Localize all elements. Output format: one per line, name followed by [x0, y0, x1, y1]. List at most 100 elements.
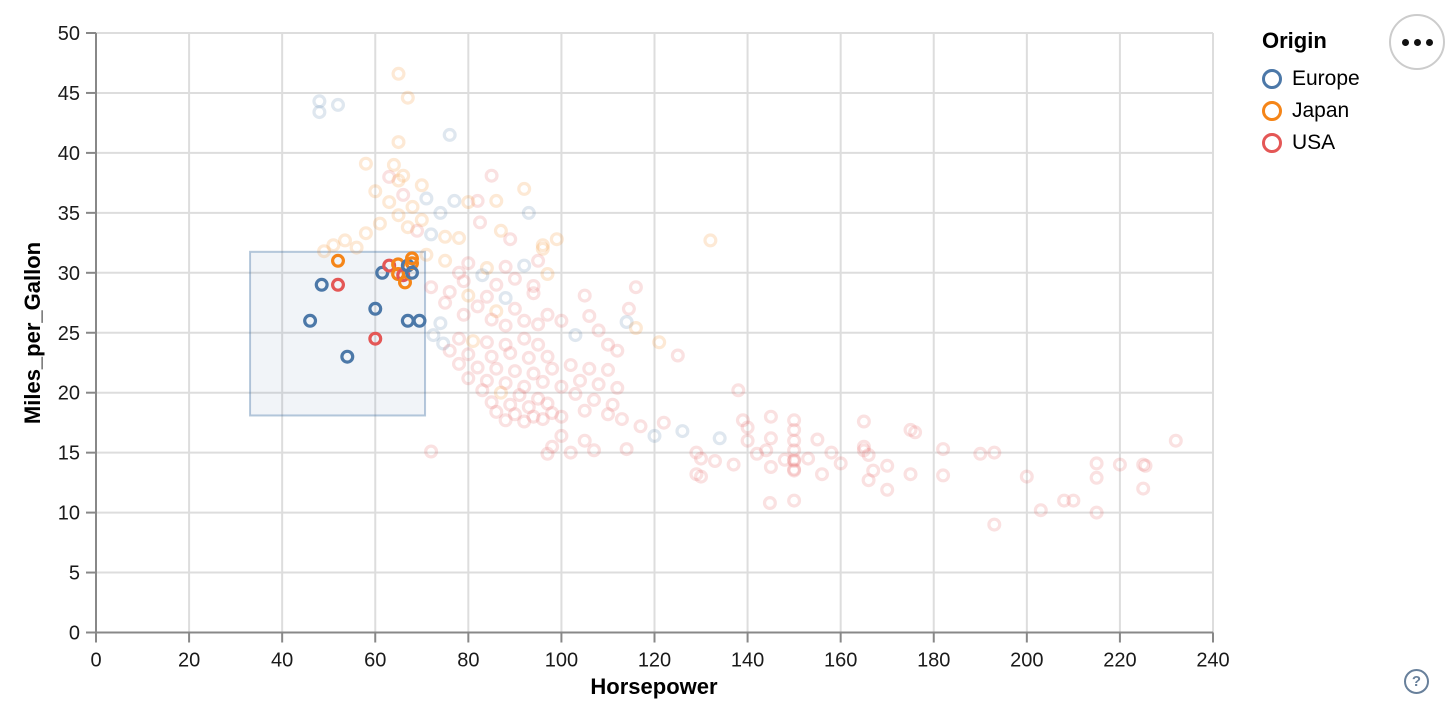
x-tick-label: 160: [824, 650, 857, 672]
x-tick-label: 80: [457, 650, 479, 672]
point: [498, 318, 513, 333]
point: [396, 168, 411, 183]
help-button[interactable]: ?: [1404, 669, 1429, 694]
point: [787, 413, 802, 428]
point: [619, 442, 634, 457]
point: [787, 433, 802, 448]
point: [810, 432, 825, 447]
point: [507, 407, 522, 422]
point: [600, 362, 615, 377]
point: [447, 193, 462, 208]
point: [554, 409, 569, 424]
point: [903, 422, 918, 437]
point: [563, 358, 578, 373]
point: [586, 392, 601, 407]
options-menu-button[interactable]: [1389, 14, 1445, 70]
point: [1168, 433, 1183, 448]
point: [712, 431, 727, 446]
point: [312, 94, 327, 109]
point: [436, 336, 451, 351]
point: [414, 213, 429, 228]
point: [628, 280, 643, 295]
point: [526, 409, 541, 424]
y-tick-label: 30: [58, 263, 80, 285]
point: [740, 420, 755, 435]
point: [410, 223, 425, 238]
point: [554, 313, 569, 328]
point: [735, 413, 750, 428]
x-tick-label: 40: [271, 650, 293, 672]
point: [503, 397, 518, 412]
point: [670, 348, 685, 363]
point: [763, 431, 778, 446]
point: [479, 373, 494, 388]
x-tick-label: 220: [1103, 650, 1136, 672]
x-tick-label: 0: [90, 650, 101, 672]
ellipsis-icon: [1425, 38, 1433, 46]
point: [521, 205, 536, 220]
point: [438, 295, 453, 310]
point: [391, 173, 406, 188]
point: [526, 286, 541, 301]
point: [426, 328, 441, 343]
point: [591, 323, 606, 338]
point: [419, 191, 434, 206]
selected-point: [303, 313, 318, 328]
point: [1136, 457, 1151, 472]
point: [391, 135, 406, 150]
y-tick-label: 25: [58, 323, 80, 345]
point: [456, 307, 471, 322]
point: [987, 445, 1002, 460]
point: [456, 274, 471, 289]
point: [600, 337, 615, 352]
point: [461, 256, 476, 271]
point: [633, 419, 648, 434]
point: [777, 452, 792, 467]
selected-point: [375, 265, 390, 280]
point: [461, 371, 476, 386]
point: [554, 428, 569, 443]
point: [461, 347, 476, 362]
point: [489, 277, 504, 292]
point: [535, 412, 550, 427]
point: [1089, 470, 1104, 485]
point: [763, 460, 778, 475]
point: [656, 415, 671, 430]
point: [824, 445, 839, 460]
y-tick-label: 5: [69, 563, 80, 585]
point: [787, 462, 802, 477]
point: [526, 279, 541, 294]
point: [540, 446, 555, 461]
point: [693, 469, 708, 484]
point: [493, 385, 508, 400]
point: [498, 337, 513, 352]
point: [442, 285, 457, 300]
point: [856, 439, 871, 454]
point: [498, 291, 513, 306]
point: [652, 335, 667, 350]
point: [461, 195, 476, 210]
point: [582, 309, 597, 324]
legend-title: Origin: [1262, 28, 1327, 53]
point: [484, 349, 499, 364]
point: [338, 233, 353, 248]
point: [577, 433, 592, 448]
point: [517, 414, 532, 429]
point: [470, 360, 485, 375]
point: [489, 404, 504, 419]
point: [549, 232, 564, 247]
point: [540, 396, 555, 411]
point: [540, 307, 555, 322]
axes: 0 20 40 60 80 100 120 140 160 180 200 220 240 0 5 10 15 2…: [58, 23, 1230, 672]
point: [424, 280, 439, 295]
point: [507, 301, 522, 316]
point: [861, 473, 876, 488]
point: [433, 205, 448, 220]
point: [568, 328, 583, 343]
point: [880, 458, 895, 473]
usa-ring-icon: [1262, 132, 1282, 153]
point: [600, 407, 615, 422]
y-axis-title: Miles_per_Gallon: [20, 242, 45, 424]
x-axis-title: Horsepower: [590, 674, 718, 699]
